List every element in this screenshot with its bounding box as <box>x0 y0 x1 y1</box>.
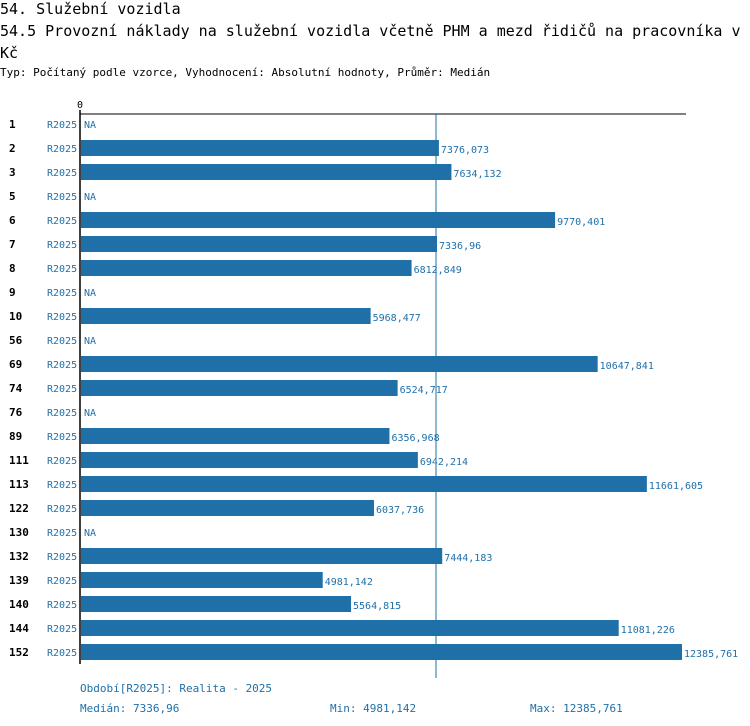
value-label: 4981,142 <box>325 577 373 588</box>
footer-min: Min: 4981,142 <box>330 702 417 715</box>
bar <box>81 236 438 252</box>
value-label: 11081,226 <box>621 625 675 636</box>
bar <box>81 620 619 636</box>
category-label: 10 <box>9 310 22 323</box>
series-label: R2025 <box>47 648 77 659</box>
category-label: 3 <box>9 166 16 179</box>
series-label: R2025 <box>47 456 77 467</box>
category-label: 76 <box>9 406 23 419</box>
bar <box>81 140 439 156</box>
value-label: 7376,073 <box>441 145 489 156</box>
value-label: 11661,605 <box>649 481 703 492</box>
value-label: 9770,401 <box>557 217 605 228</box>
footer-period: Období[R2025]: Realita - 2025 <box>80 682 273 695</box>
category-label: 1 <box>9 118 16 131</box>
bar <box>81 500 374 516</box>
series-label: R2025 <box>47 216 77 227</box>
value-label: 6037,736 <box>376 505 424 516</box>
category-label: 139 <box>9 574 29 587</box>
category-label: 89 <box>9 430 22 443</box>
value-label: 6812,849 <box>414 265 462 276</box>
chart-title: 54.5 Provozní náklady na služební vozidl… <box>0 22 741 62</box>
category-label: 8 <box>9 262 16 275</box>
category-label: 69 <box>9 358 22 371</box>
category-label: 140 <box>9 598 29 611</box>
series-label: R2025 <box>47 408 77 419</box>
series-label: R2025 <box>47 480 77 491</box>
category-label: 130 <box>9 526 29 539</box>
bar <box>81 212 556 228</box>
category-label: 113 <box>9 478 29 491</box>
value-label: 7336,96 <box>439 241 481 252</box>
series-label: R2025 <box>47 312 77 323</box>
bar <box>81 644 682 660</box>
series-label: R2025 <box>47 240 77 251</box>
series-label: R2025 <box>47 528 77 539</box>
category-label: 5 <box>9 190 16 203</box>
footer-max: Max: 12385,761 <box>530 702 623 715</box>
chart-info: Typ: Počítaný podle vzorce, Vyhodnocení:… <box>0 66 491 79</box>
bar <box>81 596 352 612</box>
na-label: NA <box>84 408 96 419</box>
value-label: 6942,214 <box>420 457 468 468</box>
series-label: R2025 <box>47 120 77 131</box>
bar <box>81 548 443 564</box>
chart-section-title: 54. Služební vozidla <box>0 0 181 18</box>
category-label: 144 <box>9 622 29 635</box>
bar <box>81 380 398 396</box>
series-label: R2025 <box>47 624 77 635</box>
category-label: 152 <box>9 646 29 659</box>
bar <box>81 476 647 492</box>
bar <box>81 308 371 324</box>
series-label: R2025 <box>47 552 77 563</box>
category-label: 132 <box>9 550 29 563</box>
category-label: 122 <box>9 502 29 515</box>
bar <box>81 572 323 588</box>
na-label: NA <box>84 528 96 539</box>
series-label: R2025 <box>47 288 77 299</box>
na-label: NA <box>84 288 96 299</box>
bar <box>81 164 452 180</box>
axis-zero-label: 0 <box>77 100 83 111</box>
na-label: NA <box>84 120 96 131</box>
bar <box>81 356 598 372</box>
category-label: 6 <box>9 214 16 227</box>
bar <box>81 260 412 276</box>
value-label: 6356,968 <box>391 433 439 444</box>
series-label: R2025 <box>47 168 77 179</box>
category-label: 56 <box>9 334 23 347</box>
category-label: 111 <box>9 454 29 467</box>
footer-median: Medián: 7336,96 <box>80 702 180 715</box>
value-label: 7444,183 <box>444 553 492 564</box>
value-label: 7634,132 <box>453 169 501 180</box>
series-label: R2025 <box>47 504 77 515</box>
value-label: 6524,717 <box>400 385 448 396</box>
category-label: 74 <box>9 382 23 395</box>
series-label: R2025 <box>47 264 77 275</box>
series-label: R2025 <box>47 192 77 203</box>
series-label: R2025 <box>47 336 77 347</box>
series-label: R2025 <box>47 144 77 155</box>
value-label: 12385,761 <box>684 649 738 660</box>
series-label: R2025 <box>47 360 77 371</box>
na-label: NA <box>84 192 96 203</box>
bar-chart: 0 1 R2025 NA 2 R2025 7376,073 3 R2025 7634,132 5 R2… <box>9 100 738 678</box>
value-label: 5564,815 <box>353 601 401 612</box>
category-label: 7 <box>9 238 16 251</box>
series-label: R2025 <box>47 432 77 443</box>
category-label: 2 <box>9 142 16 155</box>
bar <box>81 428 390 444</box>
category-label: 9 <box>9 286 16 299</box>
series-label: R2025 <box>47 600 77 611</box>
na-label: NA <box>84 336 96 347</box>
value-label: 5968,477 <box>373 313 421 324</box>
bar <box>81 452 418 468</box>
series-label: R2025 <box>47 576 77 587</box>
value-label: 10647,841 <box>600 361 654 372</box>
series-label: R2025 <box>47 384 77 395</box>
